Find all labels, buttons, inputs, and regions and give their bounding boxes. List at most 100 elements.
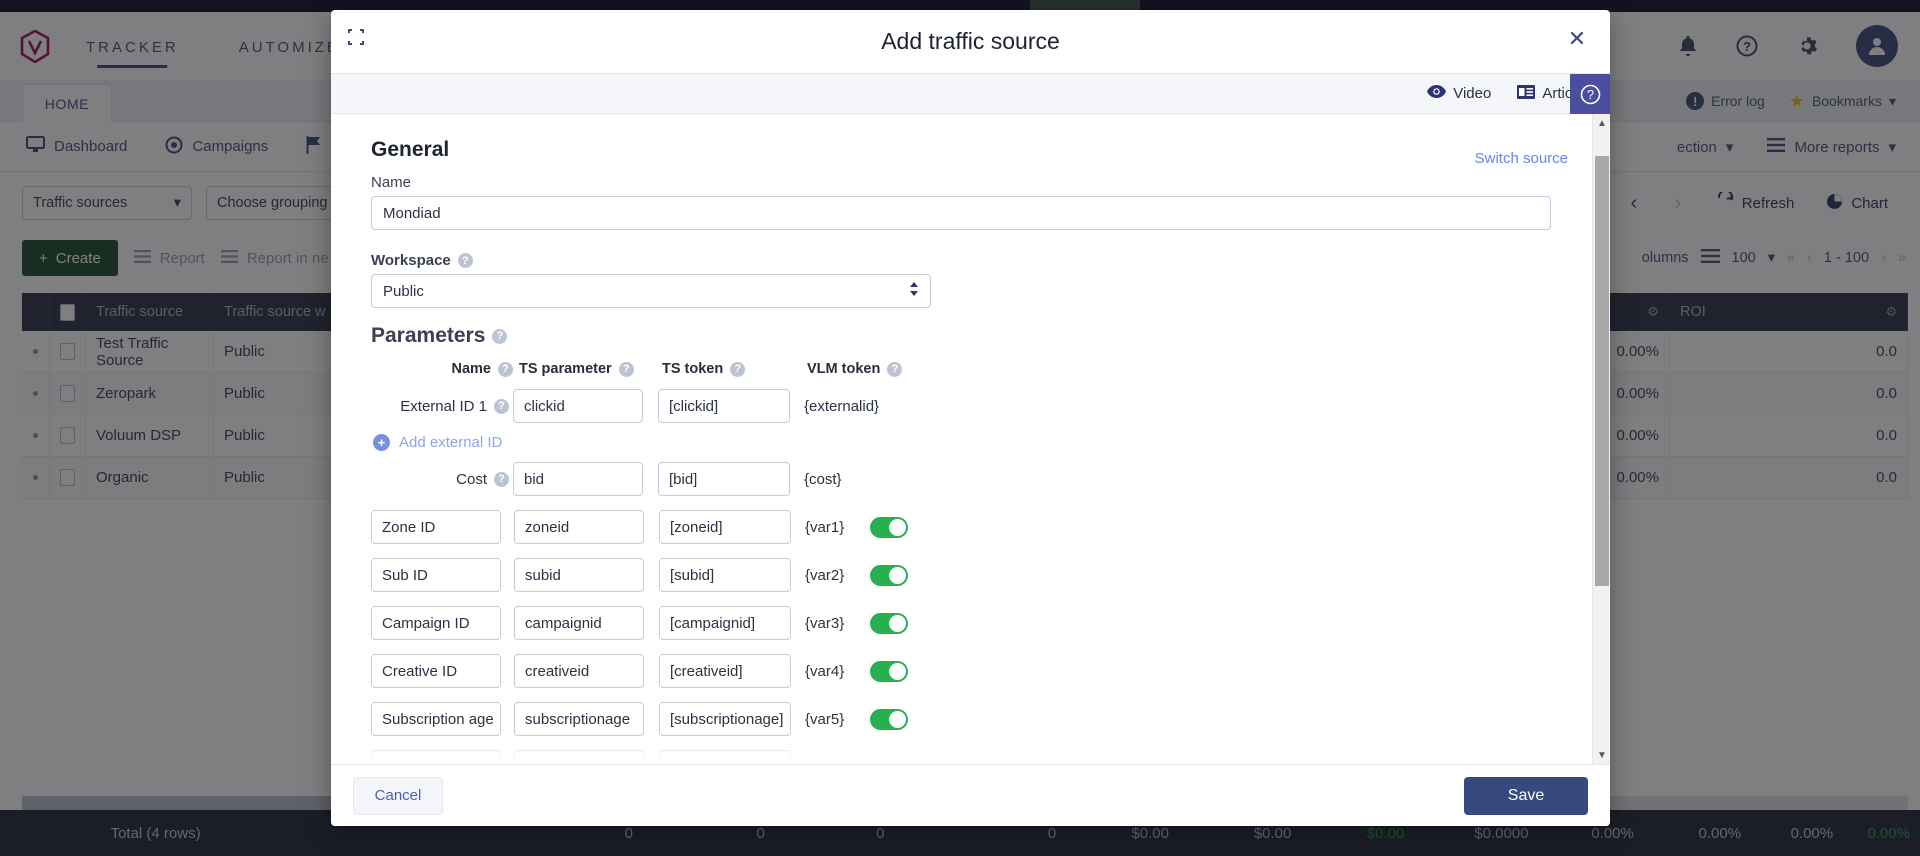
var2-toggle[interactable] xyxy=(870,564,908,586)
workspace-label-row: Workspace ? xyxy=(371,252,1570,269)
add-traffic-source-dialog: Add traffic source ✕ Video Article ? Gen… xyxy=(331,10,1610,826)
video-label: Video xyxy=(1453,85,1492,102)
help-icon[interactable]: ? xyxy=(498,361,513,377)
name-field-group: Name Switch source Mondiad xyxy=(371,150,1570,230)
cost-ts-token-input[interactable]: [bid] xyxy=(658,462,790,496)
help-icon[interactable]: ? xyxy=(492,328,508,344)
name-input[interactable]: Mondiad xyxy=(371,196,1551,230)
dialog-footer: Cancel Save xyxy=(331,764,1610,826)
help-icon[interactable]: ? xyxy=(494,471,509,487)
col-header-name: Name ? xyxy=(371,361,513,377)
scroll-down-arrow-icon[interactable]: ▼ xyxy=(1597,749,1607,761)
workspace-select[interactable]: Public xyxy=(371,274,931,308)
var4-ts-token-input[interactable]: [creativeid] xyxy=(659,654,791,688)
add-external-id-label: Add external ID xyxy=(399,434,503,451)
col-header-ts-parameter-label: TS parameter xyxy=(519,361,612,377)
dialog-form: General Name Switch source Mondiad Works… xyxy=(331,114,1610,764)
toggle-knob xyxy=(889,614,906,632)
col-header-vlm-token: VLM token ? xyxy=(801,361,903,377)
param-label-external-id: External ID 1 ? xyxy=(371,398,513,415)
col-header-ts-parameter: TS parameter ? xyxy=(513,361,656,377)
param-label-text: External ID 1 xyxy=(400,397,487,415)
toggle-knob xyxy=(889,518,906,536)
var2-name-input[interactable]: Sub ID xyxy=(371,558,501,592)
name-label: Name xyxy=(371,174,412,191)
var4-vlm-token: {var4} xyxy=(805,662,845,680)
section-title-parameters: Parameters xyxy=(371,324,486,347)
col-header-ts-token-label: TS token xyxy=(662,361,724,377)
close-icon[interactable]: ✕ xyxy=(1567,26,1587,51)
toggle-knob xyxy=(889,662,906,680)
param-row-external-id-1: External ID 1 ? clickid [clickid] {exter… xyxy=(371,382,1570,430)
param-row-var2: Sub ID subid [subid] {var2} xyxy=(371,551,1570,599)
var6-ts-token-input[interactable] xyxy=(659,750,791,764)
save-button[interactable]: Save xyxy=(1464,776,1588,815)
add-external-id-button[interactable]: + Add external ID xyxy=(373,434,1570,451)
param-row-var1: Zone ID zoneid [zoneid] {var1} xyxy=(371,503,1570,551)
help-icon[interactable]: ? xyxy=(457,253,473,268)
var5-name-input[interactable]: Subscription age xyxy=(371,702,501,736)
cost-ts-parameter-input[interactable]: bid xyxy=(513,462,643,496)
external-id-1-vlm-token: {externalid} xyxy=(804,397,880,415)
switch-source-link[interactable]: Switch source xyxy=(1474,150,1568,167)
col-header-vlm-token-label: VLM token xyxy=(807,361,881,377)
cost-vlm-token: {cost} xyxy=(804,470,842,488)
var5-toggle[interactable] xyxy=(870,708,908,730)
var1-ts-parameter-input[interactable]: zoneid xyxy=(514,510,644,544)
var2-vlm-token: {var2} xyxy=(805,566,845,584)
dialog-header: Add traffic source ✕ xyxy=(331,10,1610,74)
var1-name-input[interactable]: Zone ID xyxy=(371,510,501,544)
section-title-parameters-row: Parameters ? xyxy=(371,324,1570,348)
col-header-ts-token: TS token ? xyxy=(656,361,801,377)
help-icon[interactable]: ? xyxy=(887,361,903,377)
help-icon[interactable]: ? xyxy=(618,361,634,377)
scroll-up-arrow-icon[interactable]: ▲ xyxy=(1597,117,1607,129)
var3-name-input[interactable]: Campaign ID xyxy=(371,606,501,640)
var4-name-input[interactable]: Creative ID xyxy=(371,654,501,688)
workspace-value: Public xyxy=(383,282,424,300)
article-icon xyxy=(1517,84,1536,103)
var4-toggle[interactable] xyxy=(870,660,908,682)
var6-name-input[interactable] xyxy=(371,750,501,764)
var2-ts-token-input[interactable]: [subid] xyxy=(659,558,791,592)
var3-ts-parameter-input[interactable]: campaignid xyxy=(514,606,644,640)
var3-toggle[interactable] xyxy=(870,612,908,634)
var5-ts-token-input[interactable]: [subscriptionage] xyxy=(659,702,791,736)
parameters-header-row: Name ? TS parameter ? TS token ? VLM tok… xyxy=(371,356,1570,382)
param-row-var5: Subscription age subscriptionage [subscr… xyxy=(371,695,1570,743)
collapse-corners-icon[interactable] xyxy=(347,28,365,51)
dialog-vertical-scrollbar[interactable]: ▲ ▼ xyxy=(1592,114,1610,764)
var3-vlm-token: {var3} xyxy=(805,614,845,632)
help-icon[interactable]: ? xyxy=(730,361,746,377)
param-label-text: Cost xyxy=(456,470,487,488)
param-row-cost: Cost ? bid [bid] {cost} xyxy=(371,455,1570,503)
dialog-body: General Name Switch source Mondiad Works… xyxy=(331,114,1610,764)
help-icon[interactable]: ? xyxy=(494,398,509,414)
param-row-var4: Creative ID creativeid [creativeid] {var… xyxy=(371,647,1570,695)
plus-icon: + xyxy=(373,434,390,451)
var6-ts-parameter-input[interactable] xyxy=(514,750,644,764)
stepper-arrows-icon xyxy=(909,281,919,301)
cancel-button[interactable]: Cancel xyxy=(353,776,443,815)
dialog-title: Add traffic source xyxy=(881,28,1060,54)
toggle-knob xyxy=(889,566,906,584)
spacer xyxy=(371,308,1570,324)
external-id-1-ts-token-input[interactable]: [clickid] xyxy=(658,389,790,423)
var1-ts-token-input[interactable]: [zoneid] xyxy=(659,510,791,544)
dialog-media-bar: Video Article ? xyxy=(331,74,1610,114)
var4-ts-parameter-input[interactable]: creativeid xyxy=(514,654,644,688)
help-button[interactable]: ? xyxy=(1570,74,1610,114)
workspace-label: Workspace xyxy=(371,252,451,269)
external-id-1-ts-parameter-input[interactable]: clickid xyxy=(513,389,643,423)
scrollbar-thumb[interactable] xyxy=(1595,156,1609,586)
var5-ts-parameter-input[interactable]: subscriptionage xyxy=(514,702,644,736)
var2-ts-parameter-input[interactable]: subid xyxy=(514,558,644,592)
var3-ts-token-input[interactable]: [campaignid] xyxy=(659,606,791,640)
video-link[interactable]: Video xyxy=(1427,85,1491,102)
spacer xyxy=(371,230,1570,252)
var1-toggle[interactable] xyxy=(870,516,908,538)
param-label-cost: Cost ? xyxy=(371,471,513,488)
svg-text:?: ? xyxy=(1586,87,1593,102)
eye-icon xyxy=(1427,85,1447,102)
param-row-next-partial xyxy=(371,743,1570,764)
